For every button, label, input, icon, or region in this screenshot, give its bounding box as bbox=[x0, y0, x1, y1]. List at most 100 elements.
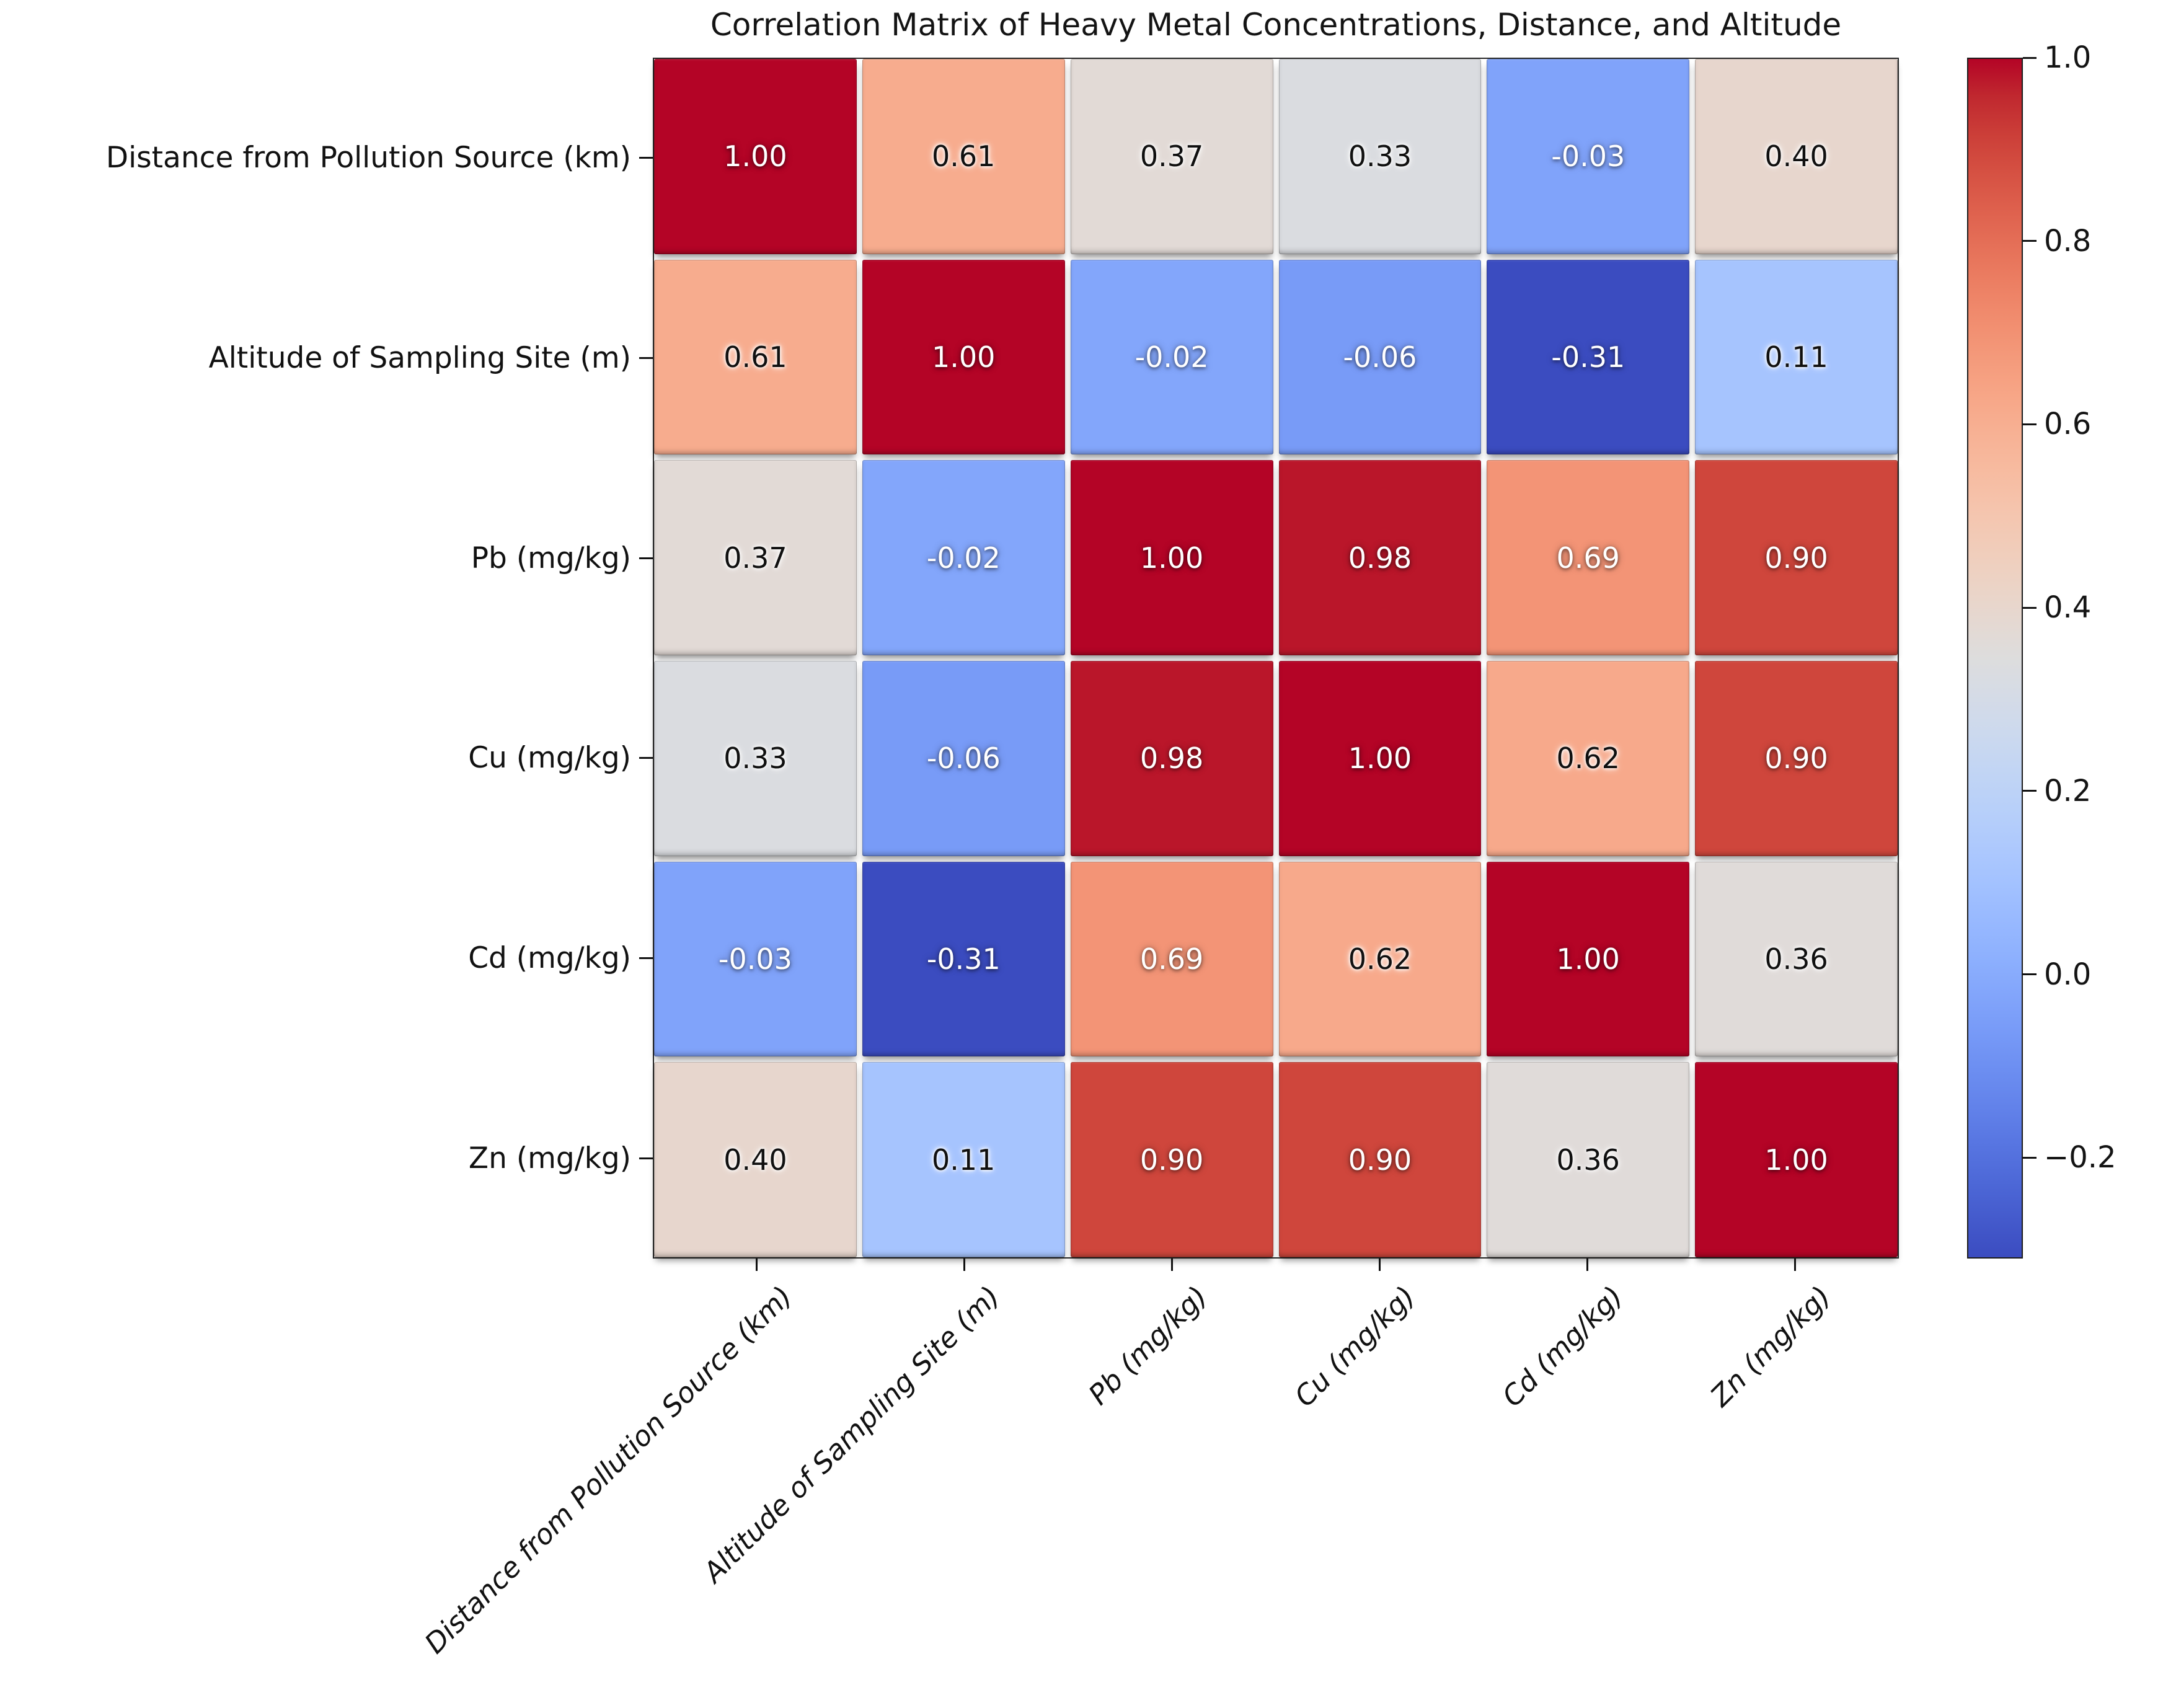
heatmap-cell: 0.62 bbox=[1487, 660, 1690, 856]
cell-value: -0.02 bbox=[1134, 340, 1209, 374]
x-tick-mark bbox=[963, 1259, 965, 1271]
y-tick-mark bbox=[639, 356, 653, 359]
colorbar-tick-label: 0.2 bbox=[2044, 773, 2092, 808]
cell-value: -0.31 bbox=[926, 942, 1001, 976]
heatmap-cell: 1.00 bbox=[1695, 1062, 1898, 1257]
x-axis-label: Cd (mg/kg) bbox=[1495, 1280, 1629, 1414]
heatmap-cell: -0.02 bbox=[1070, 259, 1273, 455]
cell-value: 0.36 bbox=[1764, 942, 1828, 976]
cell-value: 0.98 bbox=[1348, 541, 1412, 575]
heatmap-cell: 1.00 bbox=[1487, 861, 1690, 1057]
chart-title: Correlation Matrix of Heavy Metal Concen… bbox=[710, 7, 1842, 43]
heatmap-cell: 1.00 bbox=[1070, 460, 1273, 655]
cell-value: -0.31 bbox=[1551, 340, 1625, 374]
heatmap-cell: 0.90 bbox=[1695, 660, 1898, 856]
heatmap-cell: -0.03 bbox=[654, 861, 857, 1057]
x-tick-mark bbox=[756, 1259, 758, 1271]
heatmap-cell: 0.61 bbox=[862, 59, 1065, 254]
cell-value: 1.00 bbox=[932, 340, 996, 374]
cell-value: 0.11 bbox=[932, 1143, 996, 1177]
y-axis-label: Cu (mg/kg) bbox=[468, 741, 631, 776]
heatmap-cell: 0.98 bbox=[1278, 460, 1482, 655]
heatmap-cell: 0.33 bbox=[1278, 59, 1482, 254]
y-tick-mark bbox=[639, 156, 653, 159]
heatmap-cell: -0.06 bbox=[862, 660, 1065, 856]
cell-value: 0.98 bbox=[1139, 741, 1204, 776]
x-tick-mark bbox=[1171, 1259, 1173, 1271]
heatmap-cell: 1.00 bbox=[862, 259, 1065, 455]
cell-value: 1.00 bbox=[723, 139, 787, 174]
x-tick-mark bbox=[1586, 1259, 1588, 1271]
heatmap-cell: 0.36 bbox=[1487, 1062, 1690, 1257]
heatmap-cell: 0.69 bbox=[1070, 861, 1273, 1057]
colorbar-tick-label: 0.8 bbox=[2044, 223, 2092, 259]
colorbar-tick-mark bbox=[2023, 423, 2037, 425]
colorbar-tick-mark bbox=[2023, 790, 2037, 792]
cell-value: -0.06 bbox=[926, 741, 1001, 776]
cell-value: 0.61 bbox=[723, 340, 787, 374]
cell-value: 0.37 bbox=[723, 541, 787, 575]
y-axis-label: Distance from Pollution Source (km) bbox=[105, 140, 631, 175]
heatmap-cell: 0.37 bbox=[654, 460, 857, 655]
heatmap-cell: 0.62 bbox=[1278, 861, 1482, 1057]
heatmap-cell: 0.36 bbox=[1695, 861, 1898, 1057]
heatmap-cell: 1.00 bbox=[1278, 660, 1482, 856]
heatmap-cell: -0.31 bbox=[862, 861, 1065, 1057]
cell-value: 0.37 bbox=[1139, 139, 1204, 174]
x-axis-label: Zn (mg/kg) bbox=[1704, 1280, 1837, 1413]
heatmap-cell: 0.61 bbox=[654, 259, 857, 455]
heatmap-cell: 1.00 bbox=[654, 59, 857, 254]
heatmap-cell: 0.90 bbox=[1070, 1062, 1273, 1257]
cell-value: 1.00 bbox=[1556, 942, 1620, 976]
y-axis-label: Cd (mg/kg) bbox=[468, 941, 631, 976]
y-axis-label: Pb (mg/kg) bbox=[471, 541, 631, 575]
cell-value: 0.40 bbox=[1764, 139, 1828, 174]
cell-value: 0.90 bbox=[1764, 741, 1828, 776]
cell-value: 0.61 bbox=[932, 139, 996, 174]
cell-value: 0.69 bbox=[1556, 541, 1620, 575]
cell-value: 1.00 bbox=[1764, 1143, 1828, 1177]
heatmap-cell: -0.06 bbox=[1278, 259, 1482, 455]
heatmap-cell: 0.37 bbox=[1070, 59, 1273, 254]
colorbar-tick-label: 1.0 bbox=[2044, 40, 2092, 75]
heatmap-grid: 1.00 0.61 0.37 0.33 -0.03 0.40 0.61 1.00 -0.02 -0… bbox=[653, 58, 1899, 1259]
heatmap-cell: 0.40 bbox=[654, 1062, 857, 1257]
y-tick-mark bbox=[639, 1157, 653, 1160]
cell-value: 0.90 bbox=[1139, 1143, 1204, 1177]
colorbar-gradient bbox=[1967, 58, 2023, 1259]
y-tick-mark bbox=[639, 957, 653, 960]
heatmap-cell: 0.90 bbox=[1695, 460, 1898, 655]
x-axis-label: Distance from Pollution Source (km) bbox=[418, 1280, 798, 1660]
cell-value: -0.06 bbox=[1343, 340, 1417, 374]
y-tick-mark bbox=[639, 757, 653, 759]
x-axis-label: Pb (mg/kg) bbox=[1082, 1280, 1214, 1412]
x-axis-label: Cu (mg/kg) bbox=[1288, 1280, 1422, 1414]
heatmap-cell: 0.11 bbox=[862, 1062, 1065, 1257]
cell-value: 0.62 bbox=[1348, 942, 1412, 976]
cell-value: 0.90 bbox=[1764, 541, 1828, 575]
heatmap-cell: 0.11 bbox=[1695, 259, 1898, 455]
x-tick-mark bbox=[1794, 1259, 1796, 1271]
heatmap-cell: -0.31 bbox=[1487, 259, 1690, 455]
heatmap-cell: 0.40 bbox=[1695, 59, 1898, 254]
colorbar-tick-label: 0.6 bbox=[2044, 407, 2092, 442]
cell-value: 1.00 bbox=[1348, 741, 1412, 776]
cell-value: 0.90 bbox=[1348, 1143, 1412, 1177]
y-axis-label: Zn (mg/kg) bbox=[468, 1141, 631, 1176]
cell-value: 0.11 bbox=[1764, 340, 1828, 374]
colorbar-tick-label: 0.4 bbox=[2044, 590, 2092, 626]
cell-value: 0.36 bbox=[1556, 1143, 1620, 1177]
colorbar-tick-label: −0.2 bbox=[2044, 1140, 2116, 1175]
cell-value: -0.03 bbox=[718, 942, 792, 976]
heatmap-cell: 0.69 bbox=[1487, 460, 1690, 655]
y-axis-label: Altitude of Sampling Site (m) bbox=[208, 340, 631, 375]
colorbar-tick-mark bbox=[2023, 1156, 2037, 1159]
cell-value: -0.03 bbox=[1551, 139, 1625, 174]
colorbar-tick-mark bbox=[2023, 240, 2037, 242]
cell-value: 1.00 bbox=[1139, 541, 1204, 575]
cell-value: 0.62 bbox=[1556, 741, 1620, 776]
cell-value: 0.33 bbox=[1348, 139, 1412, 174]
colorbar-tick-mark bbox=[2023, 606, 2037, 609]
y-tick-mark bbox=[639, 557, 653, 559]
